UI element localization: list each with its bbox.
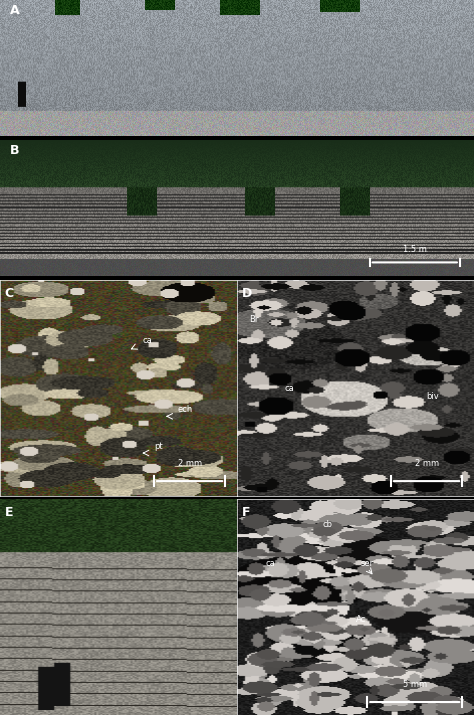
Text: E: E [5, 506, 13, 518]
Text: D: D [242, 287, 252, 300]
Text: F: F [242, 506, 250, 518]
Text: biv: biv [427, 393, 439, 401]
Text: Br: Br [249, 315, 258, 324]
Text: C: C [5, 287, 14, 300]
Text: B: B [9, 144, 19, 157]
Text: 1.5 m: 1.5 m [403, 245, 427, 255]
Text: Ac: Ac [356, 616, 366, 624]
Text: ca: ca [284, 384, 294, 393]
Text: cb: cb [322, 521, 332, 530]
Text: ech: ech [178, 405, 193, 414]
Text: ca: ca [265, 559, 275, 568]
Text: ca: ca [142, 336, 152, 345]
Text: pt: pt [154, 442, 163, 451]
Text: 5 mm: 5 mm [403, 680, 427, 689]
Text: ser: ser [360, 559, 374, 568]
Text: A: A [9, 4, 19, 17]
Text: 2 mm: 2 mm [178, 459, 201, 468]
Text: 2 mm: 2 mm [415, 459, 438, 468]
